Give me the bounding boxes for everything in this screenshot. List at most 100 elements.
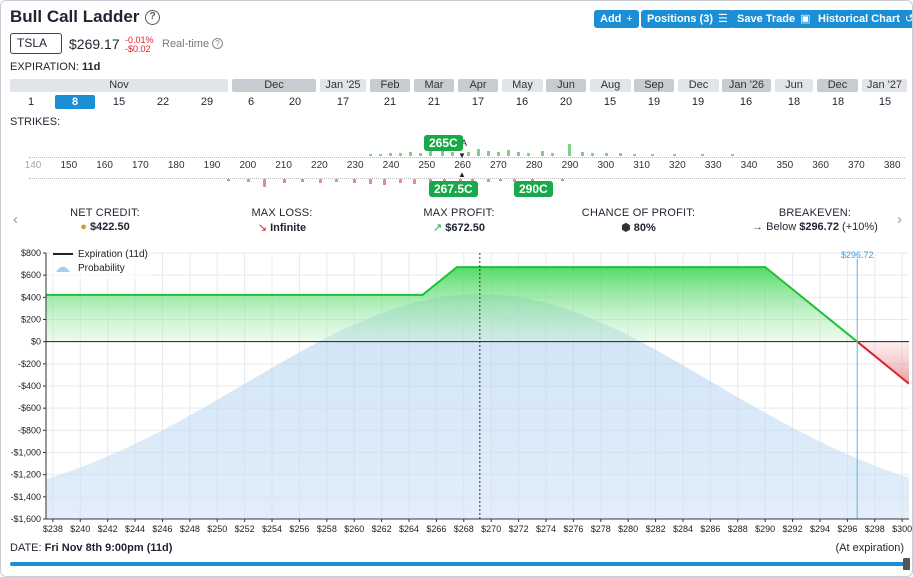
x-tick-label: $278 xyxy=(591,524,611,534)
chance-of-profit-stat: CHANCE OF PROFIT: ⬢ 80% xyxy=(581,207,696,234)
volume-bar xyxy=(487,179,490,182)
x-tick-label: $290 xyxy=(755,524,775,534)
pnl-chart[interactable]: $296.72 $800 $600 $400 $200 $0 -$200 -$400 -$600… xyxy=(1,244,913,539)
volume-bar xyxy=(227,179,230,181)
strike-tick-label: 350 xyxy=(776,160,794,171)
expiration-month[interactable]: Dec xyxy=(678,79,719,92)
expiration-month[interactable]: Dec xyxy=(817,79,858,92)
volume-bar xyxy=(247,179,250,182)
expiration-day[interactable]: 16 xyxy=(515,96,529,108)
expiration-month[interactable]: Dec xyxy=(232,79,316,92)
arrow-down-right-icon: ↘ xyxy=(257,222,268,234)
y-tick-label: -$1,000 xyxy=(10,448,41,458)
volume-bar xyxy=(513,179,516,182)
expiration-day[interactable]: 20 xyxy=(559,96,573,108)
list-icon: ☰ xyxy=(718,13,728,25)
expiration-day[interactable]: 19 xyxy=(691,96,705,108)
volume-bar xyxy=(541,151,544,156)
strikes-label: STRIKES: xyxy=(10,116,61,128)
expiration-month[interactable]: Jun xyxy=(546,79,586,92)
dice-icon: ⬢ xyxy=(621,222,631,234)
chevron-left-icon[interactable]: ‹ xyxy=(13,211,18,228)
y-tick-label: -$600 xyxy=(18,403,41,413)
volume-bar xyxy=(507,150,510,156)
coins-icon: ● xyxy=(80,221,87,233)
ticker-input[interactable]: TSLA xyxy=(10,33,62,54)
y-tick-label: $0 xyxy=(31,337,41,347)
profit-area xyxy=(46,267,858,342)
volume-bar xyxy=(561,179,564,181)
expiration-day[interactable]: 17 xyxy=(471,96,485,108)
expiration-month[interactable]: Jan '26 xyxy=(722,79,771,92)
plus-icon: + xyxy=(626,13,633,25)
volume-bar xyxy=(369,154,372,156)
expiration-day[interactable]: 15 xyxy=(878,96,892,108)
expiration-day[interactable]: 16 xyxy=(739,96,753,108)
y-tick-label: -$1,200 xyxy=(10,470,41,480)
expiration-day[interactable]: 8 xyxy=(55,95,95,109)
strike-tick-label: 380 xyxy=(883,160,901,171)
strike-tick-label: 160 xyxy=(96,160,113,171)
x-tick-label: $282 xyxy=(646,524,666,534)
expiration-day[interactable]: 15 xyxy=(603,96,617,108)
x-tick-label: $260 xyxy=(344,524,364,534)
expiration-day[interactable]: 15 xyxy=(112,96,126,108)
add-button[interactable]: Add + xyxy=(594,10,639,28)
expiration-month[interactable]: Jan '27 xyxy=(862,79,907,92)
x-tick-label: $244 xyxy=(125,524,145,534)
expiration-month[interactable]: Sep xyxy=(634,79,674,92)
volume-bar xyxy=(263,179,266,187)
chevron-right-icon[interactable]: › xyxy=(897,211,902,228)
expiration-day[interactable]: 1 xyxy=(27,96,35,108)
expiration-month[interactable]: Jun xyxy=(775,79,813,92)
expiration-month[interactable]: Aug xyxy=(590,79,631,92)
strike-tick-label: 170 xyxy=(132,160,149,171)
volume-bar xyxy=(633,154,636,156)
date-slider-handle[interactable] xyxy=(903,558,910,570)
strike-baseline xyxy=(29,157,905,158)
expiration-month[interactable]: May xyxy=(502,79,543,92)
question-circle-icon[interactable]: ? xyxy=(212,38,223,49)
strike-tick-label: 240 xyxy=(382,160,400,171)
pnl-line-profit xyxy=(46,266,858,343)
expiration-day[interactable]: 29 xyxy=(200,96,214,108)
question-circle-icon[interactable]: ? xyxy=(145,10,160,25)
volume-bar xyxy=(399,179,402,183)
date-slider-track[interactable] xyxy=(10,562,905,566)
volume-bar xyxy=(499,179,502,181)
expiration-month[interactable]: Feb xyxy=(370,79,410,92)
strike-tick-label: 250 xyxy=(418,160,436,171)
legend-expiration-label: Expiration (11d) xyxy=(78,249,148,260)
x-tick-label: $254 xyxy=(262,524,282,534)
expiration-day[interactable]: 18 xyxy=(831,96,845,108)
leg-pill-265c[interactable]: 265C xyxy=(424,135,463,151)
expiration-day[interactable]: 17 xyxy=(336,96,350,108)
x-tick-label: $292 xyxy=(783,524,803,534)
strike-tick-label: 210 xyxy=(275,160,292,171)
positions-button[interactable]: Positions (3) ☰ xyxy=(641,10,734,28)
x-tick-label: $246 xyxy=(152,524,172,534)
expiration-month[interactable]: Nov xyxy=(10,79,228,92)
x-tick-label: $262 xyxy=(372,524,392,534)
expiration-day[interactable]: 6 xyxy=(247,96,255,108)
expiration-month[interactable]: Jan '25 xyxy=(320,79,366,92)
current-price-marker-top: ▼ xyxy=(458,151,466,160)
leg-pill-267-5c[interactable]: 267.5C xyxy=(429,181,478,197)
expiration-day[interactable]: 19 xyxy=(647,96,661,108)
x-tick-label: $242 xyxy=(98,524,118,534)
date-label: DATE: Fri Nov 8th 9:00pm (11d) xyxy=(10,542,173,554)
leg-pill-290c[interactable]: 290C xyxy=(514,181,553,197)
historical-chart-button[interactable]: Historical Chart↺ xyxy=(812,10,912,28)
expiration-day[interactable]: 21 xyxy=(383,96,397,108)
expiration-day[interactable]: 20 xyxy=(288,96,302,108)
volume-bar xyxy=(301,179,304,182)
expiration-month[interactable]: Apr xyxy=(458,79,498,92)
save-trade-button[interactable]: Save Trade ▣ xyxy=(731,10,817,28)
strike-tick-label: 300 xyxy=(597,160,615,171)
expiration-day[interactable]: 22 xyxy=(156,96,170,108)
breakeven-label: $296.72 xyxy=(841,250,874,260)
expiration-day[interactable]: 21 xyxy=(427,96,441,108)
strike-tick-label: 340 xyxy=(740,160,758,171)
expiration-month[interactable]: Mar xyxy=(414,79,454,92)
expiration-day[interactable]: 18 xyxy=(787,96,801,108)
